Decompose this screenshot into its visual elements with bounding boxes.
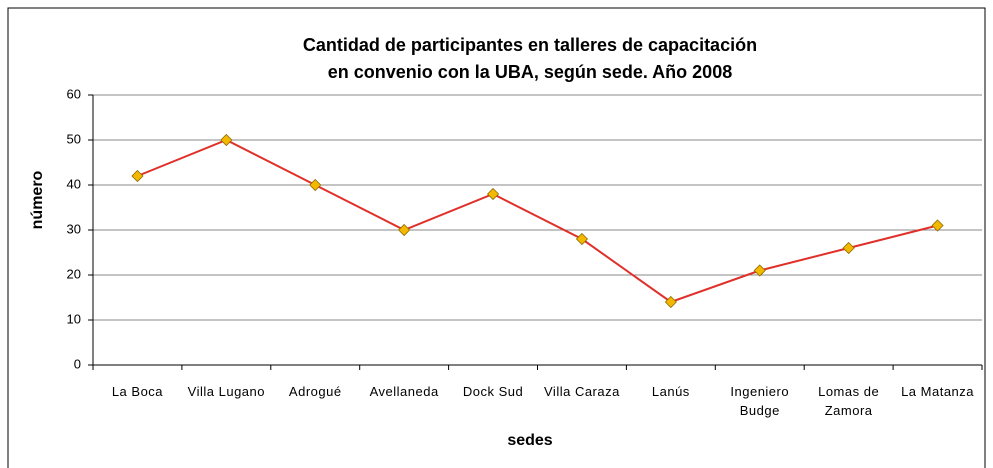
x-axis-label: sedes xyxy=(507,432,552,449)
marker xyxy=(753,264,766,277)
marker xyxy=(575,232,589,246)
marker xyxy=(842,241,855,255)
marker xyxy=(131,169,144,183)
x-tick-label: Lomas de Zamora xyxy=(818,384,880,418)
y-tick-label: 10 xyxy=(67,311,81,326)
y-tick-label: 40 xyxy=(67,176,81,191)
marker xyxy=(398,223,411,237)
series-line xyxy=(137,138,938,304)
y-tick-label: 30 xyxy=(67,221,81,236)
chart-title: Cantidad de participantes en talleres de… xyxy=(302,35,758,82)
y-tick-label: 20 xyxy=(67,266,81,281)
x-tick-label: Dock Sud xyxy=(462,384,524,399)
x-tick-label: Villa Caraza xyxy=(544,384,620,399)
y-tick-label: 0 xyxy=(74,356,81,371)
x-tick-label: Adrogué xyxy=(288,384,342,399)
x-tick-label: La Matanza xyxy=(901,384,975,399)
marker xyxy=(309,178,322,192)
x-tick-label: Ingeniero Budge xyxy=(730,384,790,418)
marker xyxy=(664,295,677,309)
marker xyxy=(220,133,233,147)
x-tick-label: La Boca xyxy=(111,384,164,399)
y-tick-label: 60 xyxy=(67,86,81,101)
marker xyxy=(486,187,500,201)
x-tick-label: Avellaneda xyxy=(369,384,439,399)
chart-frame xyxy=(7,7,986,468)
y-axis-label: número xyxy=(29,170,46,229)
x-tick-label: Villa Lugano xyxy=(187,384,265,399)
y-tick-label: 50 xyxy=(67,131,81,146)
x-tick-label: Lanús xyxy=(651,384,690,399)
marker xyxy=(931,219,944,232)
